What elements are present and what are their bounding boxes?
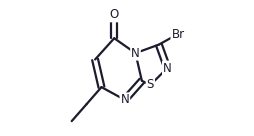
Text: N: N xyxy=(162,61,171,75)
Text: Br: Br xyxy=(171,27,184,41)
Text: N: N xyxy=(131,47,139,60)
Text: N: N xyxy=(120,93,129,106)
Text: O: O xyxy=(109,8,118,21)
Text: S: S xyxy=(146,78,153,92)
